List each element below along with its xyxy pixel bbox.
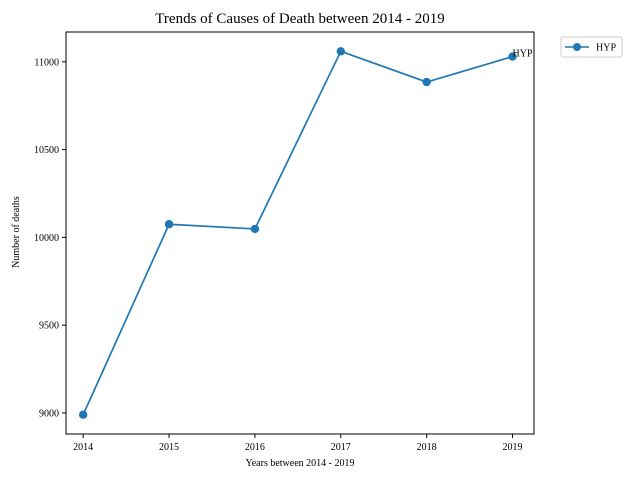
- y-tick-label-9500: 9500: [39, 321, 59, 332]
- data-point-hyp-2018: [422, 77, 431, 87]
- data-point-hyp-2014: [78, 410, 88, 419]
- legend-box: [560, 36, 623, 58]
- x-tick-label-2017: 2017: [331, 442, 351, 453]
- x-tick-label-2018: 2018: [417, 442, 437, 453]
- plot-frame: [65, 31, 535, 435]
- x-tick-label-2019: 2019: [503, 442, 523, 453]
- y-axis-label: Number of deaths: [11, 196, 22, 268]
- annotation-hyp: HYP: [513, 49, 533, 60]
- data-point-hyp-2017: [336, 47, 345, 56]
- data-point-hyp-2015: [164, 220, 174, 229]
- y-tick-label-9000: 9000: [39, 408, 59, 419]
- x-tick-label-2014: 2014: [73, 442, 93, 453]
- chart-title: Trends of Causes of Death between 2014 -…: [155, 11, 444, 27]
- x-tick-label-2015: 2015: [159, 442, 179, 453]
- legend-label-hyp: HYP: [596, 43, 616, 54]
- y-tick-label-10000: 10000: [34, 233, 59, 244]
- x-tick-label-2016: 2016: [245, 442, 265, 453]
- series-line-hyp: [82, 50, 513, 416]
- data-point-hyp-2019: [508, 52, 517, 61]
- legend-marker-hyp: [573, 43, 581, 51]
- legend: HYP: [560, 36, 623, 58]
- x-axis-label: Years between 2014 - 2019: [246, 458, 355, 469]
- y-tick-label-11000: 11000: [34, 57, 59, 68]
- data-point-hyp-2016: [250, 224, 260, 234]
- plot-area: 2014 2015 2016 2017 2018 2019 9000 9500 10000 105…: [34, 31, 535, 453]
- y-tick-label-10500: 10500: [34, 145, 59, 156]
